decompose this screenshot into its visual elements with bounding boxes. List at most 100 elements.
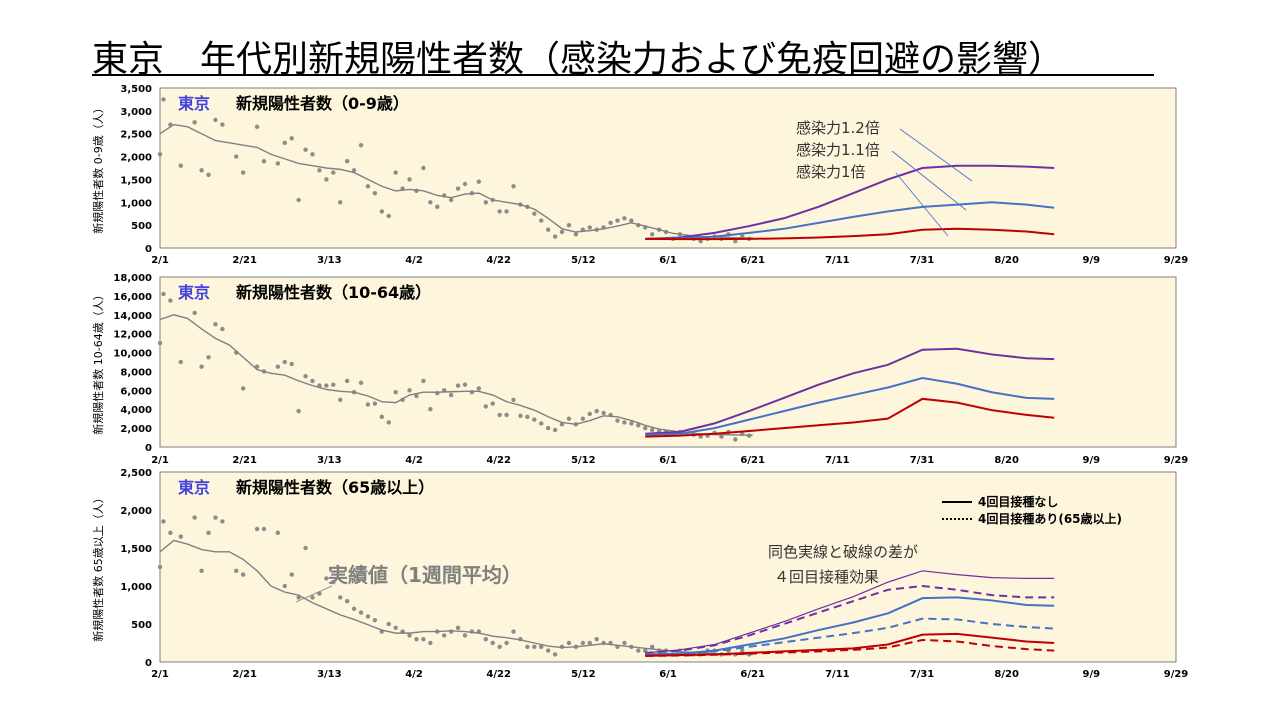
actual-dot (483, 200, 488, 205)
annotation-label: 感染力1倍 (796, 163, 866, 181)
y-axis-label: 新規陽性者数 0-9歳（人） (91, 102, 105, 233)
x-tick-label: 4/22 (486, 669, 511, 680)
actual-dot (649, 644, 655, 649)
x-tick-label: 4/2 (405, 455, 423, 466)
actual-dot (497, 412, 502, 418)
actual-dot (206, 355, 211, 360)
actual-dot (545, 425, 551, 431)
actual-dot (379, 414, 385, 419)
plot-area (159, 276, 1177, 448)
actual-dot (254, 124, 260, 130)
x-tick-label: 3/13 (317, 255, 342, 266)
annotation-leader (899, 128, 973, 182)
actual-dot (462, 382, 468, 387)
actual-dot (525, 644, 530, 649)
x-tick-label: 7/31 (910, 669, 935, 680)
y-tick-label: 3,000 (120, 107, 152, 118)
actual-dot (629, 218, 634, 223)
y-tick-label: 0 (145, 244, 152, 255)
series-line-1 (645, 164, 1055, 240)
x-tick-label: 7/11 (825, 669, 850, 680)
panel-title: 新規陽性者数（10-64歳） (236, 283, 431, 302)
actual-dot (476, 386, 482, 391)
actual-dot (213, 117, 218, 123)
actual-dot (386, 213, 391, 219)
annotation-label: 感染力1.2倍 (796, 119, 880, 137)
actual-dot (289, 572, 294, 577)
x-tick-label: 2/1 (151, 669, 169, 680)
actual-dot (386, 420, 391, 425)
x-tick-label: 3/13 (317, 455, 342, 466)
actual-dot (407, 177, 412, 182)
actual-dot (178, 359, 183, 365)
actual-dot (358, 142, 364, 148)
y-tick-label: 6,000 (120, 386, 152, 397)
actual-dot (476, 179, 482, 184)
actual-dot (303, 545, 308, 551)
y-tick-label: 2,000 (120, 153, 152, 164)
actual-dot (573, 232, 579, 237)
actual-dot (161, 97, 166, 102)
actual-dot (379, 209, 385, 214)
annotation-leader (895, 172, 949, 237)
actual-dot (552, 652, 558, 657)
actual-dot (393, 170, 398, 175)
series-line-2 (645, 201, 1055, 240)
actual-dot (511, 397, 516, 402)
panel-title: 新規陽性者数（65歳以上） (236, 478, 434, 497)
actual-dot (407, 388, 412, 393)
actual-dot (372, 190, 378, 196)
actual-dot (545, 227, 551, 232)
x-tick-label: 6/1 (659, 455, 677, 466)
x-tick-label: 9/9 (1083, 255, 1101, 266)
actual-dot (483, 404, 488, 409)
actual-dot (344, 378, 350, 384)
actual-dot (566, 640, 572, 646)
actual-dot (324, 576, 329, 581)
series-line-0 (159, 123, 753, 239)
panel-region-label: 東京 (178, 94, 210, 113)
x-tick-label: 4/2 (405, 255, 423, 266)
actual-dot (566, 222, 572, 228)
actual-value-annotation: 実績値（1週間平均） (328, 563, 522, 587)
actual-dot (622, 420, 627, 425)
y-tick-label: 2,000 (120, 424, 152, 435)
actual-dot (525, 414, 530, 419)
actual-dot (587, 225, 592, 230)
actual-dot (504, 640, 509, 646)
actual-dot (532, 644, 537, 649)
slide-title: 東京 年代別新規陽性者数（感染力および免疫回避の影響） (92, 39, 1065, 80)
legend-label: 4回目接種なし (978, 494, 1058, 509)
y-tick-label: 12,000 (113, 330, 152, 341)
actual-dot (365, 184, 371, 189)
actual-dot (455, 625, 461, 630)
actual-dot (344, 599, 350, 604)
actual-dot (282, 140, 287, 146)
actual-dot (282, 359, 287, 365)
actual-dot (636, 648, 641, 653)
x-tick-label: 6/1 (659, 255, 677, 266)
x-tick-label: 5/12 (571, 669, 596, 680)
actual-dot (199, 168, 204, 173)
actual-dot (192, 515, 197, 520)
x-tick-label: 6/1 (659, 669, 677, 680)
y-tick-label: 1,500 (120, 175, 152, 186)
actual-dot (282, 583, 287, 589)
actual-dot (587, 640, 592, 646)
actual-dot (296, 408, 301, 414)
actual-dot (455, 383, 461, 388)
actual-dot (240, 572, 246, 577)
actual-dot (393, 625, 398, 630)
actual-dot (199, 568, 204, 573)
actual-dot (504, 209, 509, 214)
title-underline (92, 74, 1154, 76)
actual-dot (310, 595, 315, 600)
actual-dot (511, 629, 516, 634)
actual-dot (372, 401, 378, 406)
actual-dot (421, 637, 426, 642)
actual-dot (580, 416, 586, 421)
actual-dot (393, 390, 398, 395)
y-tick-label: 500 (131, 221, 152, 232)
actual-dot (428, 407, 433, 412)
actual-dot (365, 614, 371, 619)
